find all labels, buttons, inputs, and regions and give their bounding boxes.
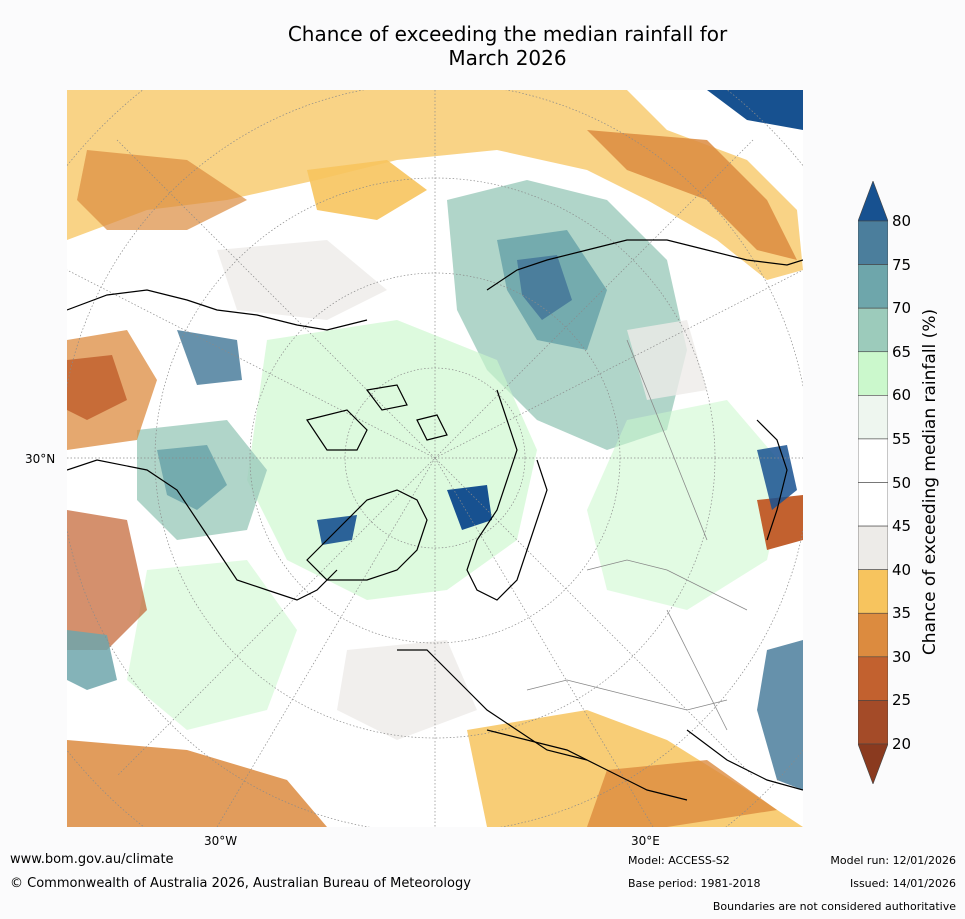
colorbar-arrow-bottom — [858, 743, 888, 784]
colorbar-tick-label: 45 — [892, 517, 912, 536]
coastlines — [67, 239, 803, 801]
coastline-scandinavia — [466, 389, 548, 601]
graticule — [67, 90, 803, 827]
neutral-grey-central — [217, 240, 387, 320]
country-borders — [526, 339, 748, 731]
colorbar-segment — [858, 700, 888, 745]
colorbar-tick-label: 75 — [892, 255, 912, 274]
colorbar-arrow-top — [858, 181, 888, 222]
colorbar-segment — [858, 351, 888, 396]
coastline-mediterranean — [486, 729, 688, 801]
dry-core-northwest — [77, 150, 247, 230]
map-title: Chance of exceeding the median rainfall … — [160, 22, 855, 70]
colorbar-tick-label: 30 — [892, 647, 912, 666]
colorbar-tick-label: 55 — [892, 429, 912, 448]
coastline-eurasia — [486, 239, 803, 291]
colorbar-segment — [858, 395, 888, 440]
dry-core-north — [307, 160, 427, 220]
wet-strong-siberia — [517, 255, 572, 320]
map-canvas — [67, 90, 803, 827]
anomaly-fields — [67, 90, 803, 827]
colorbar-segment — [858, 482, 888, 527]
base-period-text: Base period: 1981-2018 — [628, 877, 761, 890]
dry-region-southwest — [67, 510, 147, 650]
wet-patch-east — [757, 445, 797, 510]
colorbar-tick-label: 65 — [892, 342, 912, 361]
coastline-middle-east — [686, 729, 803, 791]
colorbar-segment — [858, 656, 888, 701]
coastline-europe — [397, 649, 588, 761]
colorbar-tick-label: 20 — [892, 735, 912, 753]
website-link[interactable]: www.bom.gov.au/climate — [10, 852, 174, 867]
colorbar-segment — [858, 612, 888, 658]
colorbar-segment — [858, 220, 888, 265]
forecast-map — [67, 90, 803, 827]
issued-text: Issued: 14/01/2026 — [849, 877, 956, 890]
latitude-label-30n: 30°N — [25, 452, 56, 466]
colorbar-tick-label: 40 — [892, 560, 912, 579]
colorbar-segment — [858, 525, 888, 570]
neutral-grey-east — [627, 320, 707, 400]
title-line-2: March 2026 — [448, 46, 567, 70]
dry-core-northeast — [587, 130, 797, 260]
dry-core-southeast — [587, 760, 777, 827]
disclaimer-text: Boundaries are not considered authoritat… — [712, 900, 956, 913]
colorbar-title: Chance of exceeding median rainfall (%) — [920, 308, 940, 656]
longitude-label-30e: 30°E — [631, 834, 660, 848]
dry-core-west — [67, 355, 127, 420]
wet-patch-northeast — [707, 90, 803, 130]
colorbar-segment — [858, 264, 888, 309]
colorbar-segment — [858, 307, 888, 353]
coastline-alaska — [67, 289, 368, 331]
colorbar-tick-label: 35 — [892, 604, 912, 623]
coastline-north-america — [67, 459, 338, 601]
colorbar-segment — [858, 438, 888, 483]
copyright-text: © Commonwealth of Australia 2026, Austra… — [10, 876, 471, 891]
colorbar-tick-label: 80 — [892, 212, 912, 230]
wet-pale-asia — [587, 400, 787, 610]
colorbar — [858, 181, 888, 784]
dry-band-south — [67, 740, 327, 827]
coastline-arctic-islands — [306, 384, 448, 451]
colorbar-tick-label: 50 — [892, 473, 912, 492]
wet-core-north-america — [157, 445, 227, 510]
wet-pale-atlantic — [127, 560, 297, 730]
model-run-text: Model run: 12/01/2026 — [830, 854, 956, 867]
coastline-east-asia — [756, 419, 788, 541]
wet-patch-greenland — [447, 485, 492, 530]
model-text: Model: ACCESS-S2 — [628, 854, 730, 867]
coastline-greenland — [306, 489, 428, 581]
colorbar-tick-label: 60 — [892, 386, 912, 405]
colorbar-tick-label: 25 — [892, 691, 912, 710]
wet-region-southeast — [757, 640, 803, 790]
wet-patch-southwest — [67, 630, 117, 690]
colorbar-segment — [858, 569, 888, 614]
title-line-1: Chance of exceeding the median rainfall … — [287, 22, 728, 46]
wet-blue-west — [177, 330, 242, 385]
longitude-label-30w: 30°W — [204, 834, 238, 848]
colorbar-tick-label: 70 — [892, 299, 912, 318]
